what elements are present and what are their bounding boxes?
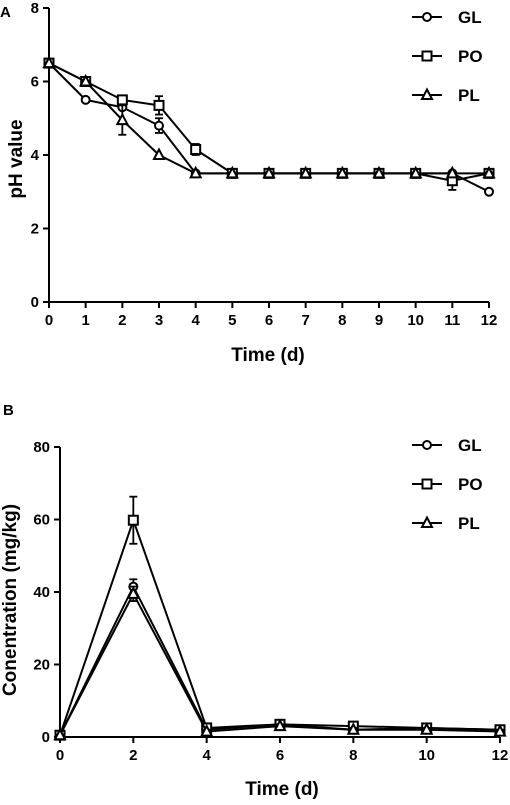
- series-gl-b: [55, 578, 505, 741]
- y-tick-label-a: 0: [31, 294, 39, 311]
- x-tick-label-b: 2: [129, 747, 137, 764]
- legend-marker-po-a: [421, 50, 433, 62]
- x-tick-label-a: 12: [481, 312, 498, 329]
- x-tick-label-a: 3: [155, 312, 163, 329]
- x-tick-label-a: 6: [265, 312, 273, 329]
- y-tick-label-b: 80: [33, 439, 50, 456]
- x-axis-title-b: Time (d): [245, 779, 319, 800]
- data-point-pl-a: [152, 147, 166, 160]
- x-tick-label-b: 10: [418, 747, 435, 764]
- x-tick-label-a: 8: [338, 312, 346, 329]
- y-axis-title-a: pH value: [6, 119, 27, 198]
- legend-label-pl-b: PL: [458, 514, 480, 533]
- data-point-pl-a: [299, 165, 313, 179]
- x-tick-label-a: 5: [228, 312, 236, 329]
- data-point-pl-b: [493, 723, 507, 737]
- x-tick-label-a: 1: [81, 312, 89, 329]
- data-point-pl-a: [225, 165, 239, 179]
- legend-label-po-a: PO: [458, 47, 483, 66]
- x-tick-label-a: 4: [191, 312, 200, 329]
- x-tick-label-b: 8: [349, 747, 357, 764]
- series-line-po-b: [59, 519, 501, 736]
- data-point-pl-a: [262, 165, 276, 179]
- legend-label-gl-a: GL: [458, 8, 482, 27]
- data-point-pl-b: [420, 722, 434, 735]
- x-tick-label-a: 2: [118, 312, 126, 329]
- data-point-gl-a: [484, 186, 494, 197]
- x-tick-label-a: 10: [407, 312, 424, 329]
- data-point-pl-a: [372, 165, 386, 179]
- x-tick-label-a: 7: [301, 312, 309, 329]
- y-tick-label-a: 4: [31, 147, 40, 164]
- series-po-b: [54, 495, 506, 741]
- legend-marker-pl-b: [420, 515, 434, 528]
- data-point-po-b: [127, 514, 139, 526]
- y-tick-label-a: 2: [31, 221, 39, 238]
- data-point-pl-a: [79, 73, 93, 87]
- chart-panel-a: A pH value Time (d) 0 1 2 3 4 5 6 7 8 9 10 11 120246…: [0, 0, 497, 366]
- legend-marker-pl-a: [420, 87, 434, 100]
- data-point-pl-b: [200, 723, 214, 737]
- series-pl-a: [42, 55, 496, 179]
- data-point-po-a: [116, 94, 128, 106]
- legend-b: GL PO PL: [412, 436, 483, 533]
- legend-marker-gl-a: [422, 12, 432, 22]
- y-tick-label-a: 6: [31, 74, 39, 91]
- y-tick-label-b: 20: [33, 657, 50, 674]
- legend-label-gl-b: GL: [458, 436, 482, 455]
- x-tick-label-b: 6: [276, 747, 284, 764]
- data-point-pl-b: [53, 727, 67, 741]
- x-tick-label-a: 0: [45, 312, 53, 329]
- series-line-pl-b: [59, 592, 501, 736]
- legend-label-pl-a: PL: [458, 86, 480, 105]
- data-point-gl-a: [80, 94, 91, 105]
- y-tick-label-b: 0: [42, 729, 50, 746]
- data-point-po-a: [153, 99, 165, 111]
- data-point-pl-b: [126, 586, 140, 599]
- x-tick-label-a: 9: [375, 312, 383, 329]
- data-point-pl-a: [482, 165, 496, 179]
- data-point-pl-a: [42, 55, 56, 69]
- data-point-pl-a: [189, 165, 203, 179]
- series-line-po-a: [48, 62, 490, 182]
- data-point-pl-a: [445, 165, 459, 179]
- panel-letter-a: A: [0, 4, 11, 21]
- data-point-pl-a: [115, 112, 129, 126]
- data-point-po-a: [190, 143, 202, 155]
- panel-letter-b: B: [3, 402, 14, 419]
- y-tick-label-b: 40: [33, 584, 50, 601]
- legend-marker-gl-b: [422, 440, 432, 450]
- y-tick-label-b: 60: [33, 512, 50, 529]
- x-tick-label-b: 0: [56, 747, 64, 764]
- chart-panel-b: B Conentration (mg/kg) Time (d) 0 2 4 6 8 10 1…: [0, 402, 508, 800]
- legend-label-po-b: PO: [458, 475, 483, 494]
- x-tick-label-b: 4: [202, 747, 211, 764]
- data-point-pl-b: [273, 718, 287, 732]
- series-line-pl-a: [48, 62, 489, 175]
- series-pl-b: [53, 585, 507, 741]
- data-point-pl-b: [346, 722, 360, 735]
- x-tick-label-a: 11: [444, 312, 460, 329]
- data-point-gl-a: [154, 120, 164, 131]
- y-tick-label-a: 8: [31, 0, 39, 17]
- y-axis-title-b: Conentration (mg/kg): [0, 504, 21, 696]
- data-point-pl-a: [409, 165, 423, 179]
- legend-marker-po-b: [421, 478, 433, 490]
- x-tick-label-b: 12: [492, 747, 509, 764]
- x-axis-title-a: Time (d): [231, 345, 305, 366]
- data-point-pl-a: [335, 165, 349, 179]
- legend-a: GL PO PL: [412, 8, 483, 105]
